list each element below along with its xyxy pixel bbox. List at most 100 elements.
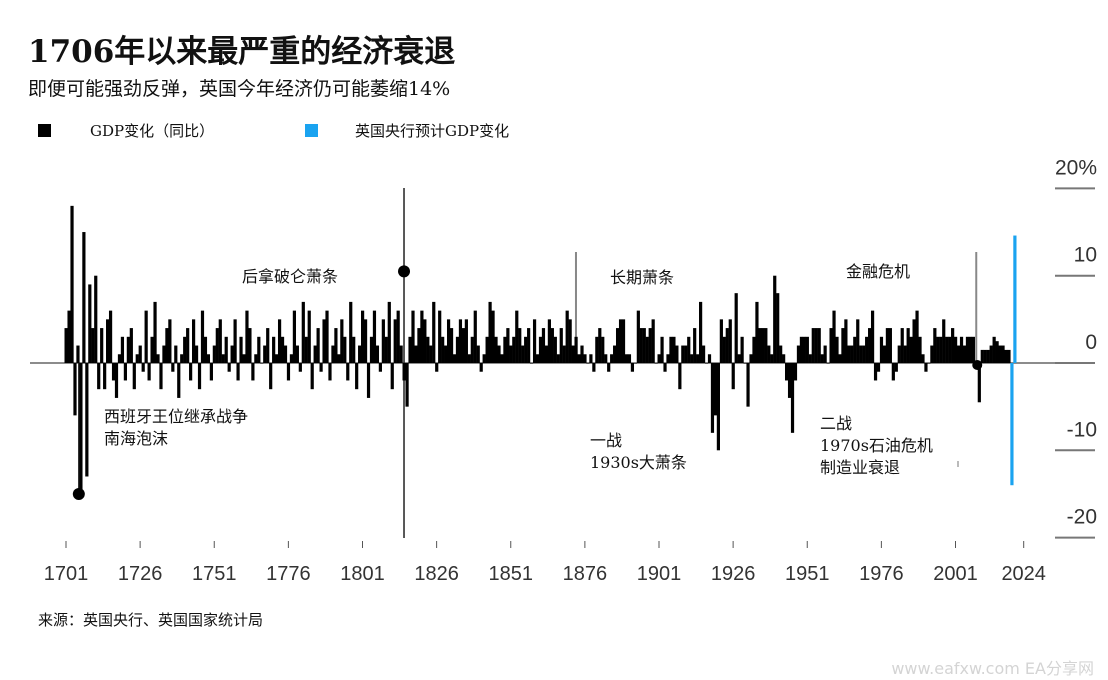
gdp-bar: [986, 349, 990, 363]
gdp-bar: [444, 345, 448, 363]
forecast-bar: [1013, 235, 1017, 363]
gdp-bar: [473, 310, 477, 363]
gdp-bar: [779, 345, 783, 363]
gdp-bar: [289, 354, 294, 363]
gdp-bar: [885, 328, 890, 363]
gdp-bar: [722, 336, 726, 363]
gdp-bar: [909, 336, 913, 363]
gdp-bar: [802, 336, 806, 363]
gdp-bar: [829, 328, 833, 363]
gdp-bar: [796, 345, 801, 363]
gdp-bar: [817, 328, 821, 363]
gdp-bar: [681, 345, 685, 363]
gdp-bar: [838, 354, 842, 363]
gdp-bar: [426, 336, 430, 363]
gdp-bar: [464, 319, 468, 363]
gdp-bar: [743, 363, 747, 364]
gdp-bar: [446, 319, 451, 363]
gdp-bar: [580, 345, 584, 363]
gdp-bar: [141, 363, 145, 372]
gdp-bar: [639, 328, 643, 363]
gdp-bar: [310, 363, 314, 390]
gdp-bar: [215, 328, 219, 363]
gdp-bar: [316, 328, 320, 363]
gdp-bar: [696, 354, 700, 363]
gdp-bar: [420, 310, 424, 363]
gdp-bar: [242, 354, 246, 363]
source-note: 来源：英国央行、英国国家统计局: [38, 611, 264, 629]
gdp-bar: [583, 354, 587, 363]
gdp-bar: [263, 345, 267, 363]
gdp-bar: [865, 336, 869, 363]
gdp-bar: [363, 319, 368, 363]
gdp-bar: [755, 301, 759, 363]
gdp-bar: [212, 345, 216, 363]
gdp-bar: [701, 345, 706, 363]
gdp-bar: [888, 328, 892, 363]
gdp-bar: [654, 363, 658, 364]
gdp-bar: [325, 310, 329, 363]
gdp-bar: [120, 336, 125, 363]
gdp-bar: [328, 363, 332, 381]
gdp-bar: [912, 319, 916, 363]
x-tick-label: 1876: [563, 563, 608, 585]
legend-swatch-forecast: [305, 124, 318, 137]
gdp-bar: [500, 354, 504, 363]
gdp-bar: [532, 319, 537, 363]
gdp-bar: [227, 363, 231, 372]
gdp-bar: [586, 363, 590, 364]
legend-label-gdp: GDP变化（同比）: [90, 122, 215, 140]
gdp-bar: [793, 363, 798, 381]
gdp-bar: [565, 310, 569, 363]
gdp-bar: [153, 301, 157, 363]
gdp-bar: [114, 363, 119, 398]
gdp-bar: [224, 336, 228, 363]
gdp-bar: [764, 328, 768, 363]
gdp-bar: [687, 336, 691, 363]
gdp-bar: [980, 349, 984, 363]
gdp-bar: [73, 363, 77, 416]
gdp-bar: [494, 336, 498, 363]
gdp-bar: [945, 336, 949, 363]
gdp-bar: [206, 354, 211, 363]
gdp-bar: [624, 354, 629, 363]
gdp-bar: [197, 363, 202, 390]
gdp-bar: [177, 363, 181, 398]
gdp-bar: [441, 336, 445, 363]
gdp-bar: [191, 319, 196, 363]
gdp-bar: [266, 328, 270, 363]
gdp-bar: [900, 328, 904, 363]
gdp-bar: [746, 363, 750, 407]
x-tick-label: 1801: [340, 563, 385, 585]
gdp-bar: [604, 354, 608, 363]
gdp-bar: [488, 301, 492, 363]
gdp-bar: [117, 354, 122, 363]
gdp-bar: [82, 232, 86, 363]
gdp-bar: [948, 336, 952, 363]
gdp-bar: [876, 363, 881, 372]
gdp-bar: [97, 363, 101, 390]
gdp-bar: [832, 310, 836, 363]
gdp-bar: [491, 310, 495, 363]
gdp-bar: [897, 345, 901, 363]
gdp-bar: [298, 363, 302, 372]
gdp-bar: [713, 363, 718, 416]
gdp-bar: [610, 354, 614, 363]
gdp-bar: [334, 328, 338, 363]
gdp-bar: [716, 363, 720, 451]
gdp-bar: [678, 363, 682, 390]
gdp-bar: [366, 363, 371, 398]
gdp-bar: [820, 354, 824, 363]
gdp-bar: [787, 363, 792, 398]
gdp-bar: [384, 336, 388, 363]
gdp-bar: [915, 310, 919, 363]
gdp-bar: [369, 336, 374, 363]
gdp-bar: [129, 328, 133, 363]
gdp-bar: [645, 336, 649, 363]
gdp-bar: [355, 363, 359, 390]
annotation-label: 西班牙王位继承战争: [104, 407, 248, 426]
gdp-bar: [939, 336, 943, 363]
gdp-bar: [476, 345, 480, 363]
gdp-bar: [870, 310, 875, 363]
